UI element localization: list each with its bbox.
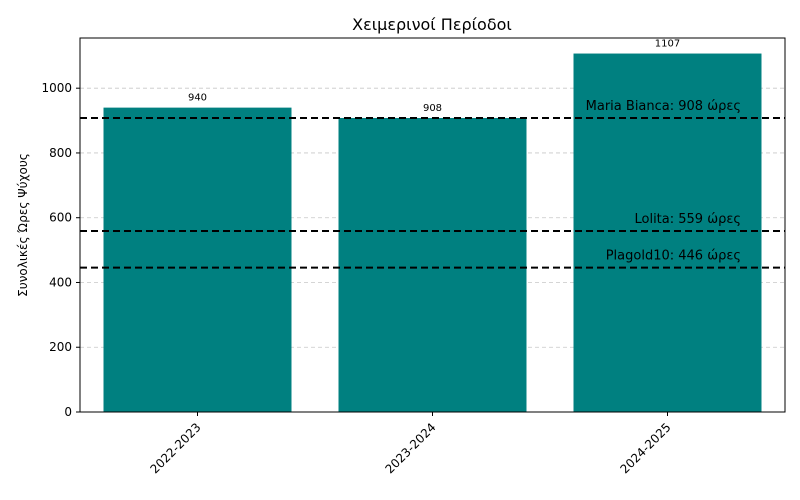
bar-value-label: 1107 (655, 39, 680, 50)
bar-layer: 940 908 1107 (103, 39, 762, 413)
y-tick-label: 800 (49, 146, 72, 160)
reference-line-label: Lolita: 559 ώρες (634, 212, 741, 227)
bar (573, 53, 762, 413)
y-tick-label: 600 (49, 211, 72, 225)
bar-value-label: 908 (423, 103, 442, 114)
reference-line-label: Maria Bianca: 908 ώρες (586, 99, 741, 114)
reference-line-label: Plagold10: 446 ώρες (606, 249, 741, 264)
bar (338, 117, 527, 412)
y-tick-label: 400 (49, 275, 72, 289)
y-tick-label: 200 (49, 340, 72, 354)
chart-title: Χειμερινοί Περίοδοι (352, 15, 512, 34)
x-tick-label: 2024-2025 (617, 420, 673, 476)
y-tick-label: 0 (64, 405, 72, 419)
x-tick-label: 2022-2023 (147, 420, 203, 476)
y-tick-label: 1000 (41, 81, 72, 95)
reference-line-layer: Maria Bianca: 908 ώρες Lolita: 559 ώρες Pl… (80, 99, 785, 269)
bar (103, 107, 292, 412)
x-tick-label: 2023-2024 (382, 420, 438, 476)
bar-value-label: 940 (188, 93, 207, 104)
y-axis-label: Συνολικές Ώρες Ψύχους (16, 153, 30, 297)
